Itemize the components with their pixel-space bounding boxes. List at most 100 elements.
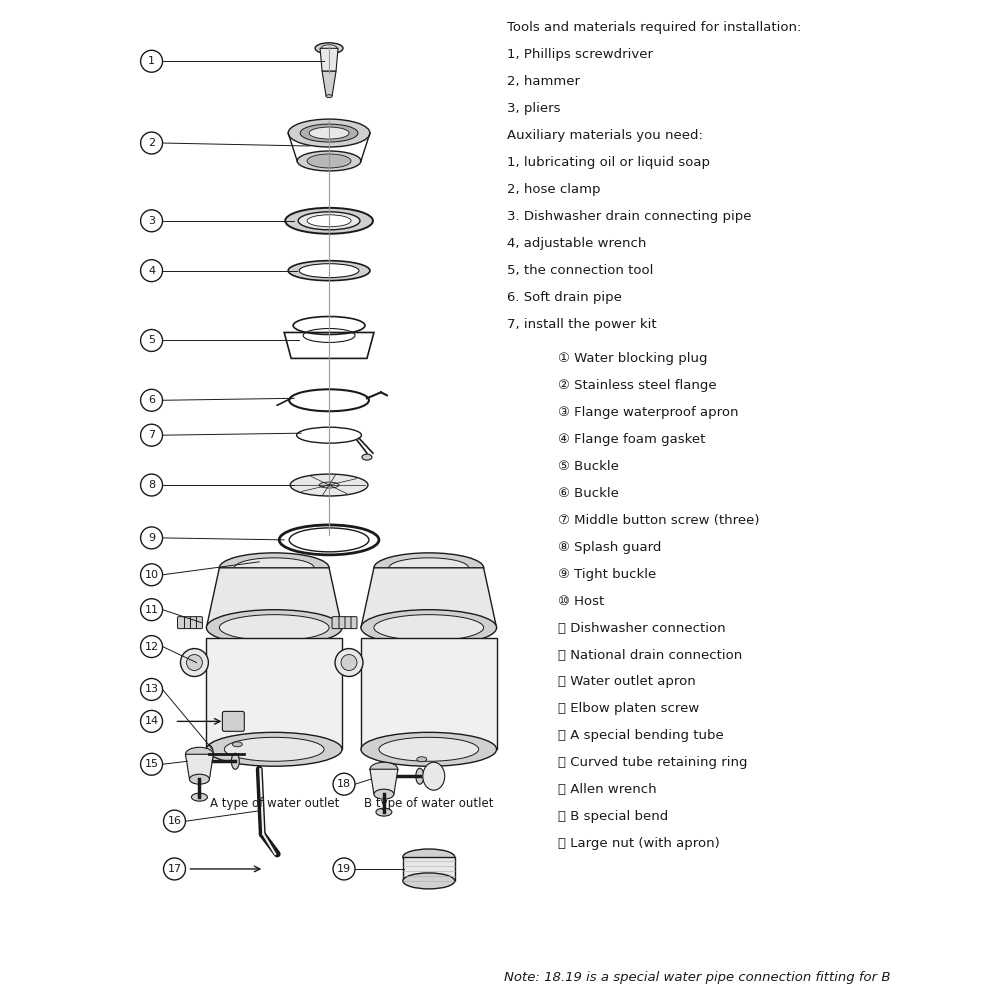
- Polygon shape: [320, 48, 338, 71]
- Text: 1: 1: [148, 56, 155, 66]
- Ellipse shape: [206, 610, 342, 646]
- Text: 18: 18: [337, 779, 351, 789]
- Text: 2, hammer: 2, hammer: [507, 75, 580, 88]
- Text: ⑧ Splash guard: ⑧ Splash guard: [558, 541, 662, 554]
- Text: ⑫ National drain connection: ⑫ National drain connection: [558, 649, 743, 662]
- Ellipse shape: [403, 849, 455, 865]
- FancyBboxPatch shape: [222, 711, 244, 731]
- FancyBboxPatch shape: [350, 617, 357, 629]
- Ellipse shape: [297, 151, 361, 171]
- Ellipse shape: [299, 264, 359, 278]
- Text: B type of water outlet: B type of water outlet: [364, 797, 494, 810]
- Text: 19: 19: [337, 864, 351, 874]
- Text: ⑱ B special bend: ⑱ B special bend: [558, 810, 669, 823]
- Ellipse shape: [423, 762, 445, 790]
- Circle shape: [141, 678, 163, 700]
- Text: A type of water outlet: A type of water outlet: [210, 797, 339, 810]
- Ellipse shape: [416, 768, 424, 784]
- Circle shape: [141, 753, 163, 775]
- Text: 17: 17: [167, 864, 182, 874]
- Ellipse shape: [191, 793, 207, 801]
- Text: ③ Flange waterproof apron: ③ Flange waterproof apron: [558, 406, 739, 419]
- Ellipse shape: [185, 747, 213, 761]
- Ellipse shape: [403, 873, 455, 889]
- Circle shape: [141, 710, 163, 732]
- Text: ⑨ Tight buckle: ⑨ Tight buckle: [558, 568, 657, 581]
- Circle shape: [141, 132, 163, 154]
- Text: ⑮ A special bending tube: ⑮ A special bending tube: [558, 729, 724, 742]
- FancyBboxPatch shape: [183, 617, 190, 629]
- Ellipse shape: [298, 212, 360, 230]
- Polygon shape: [370, 769, 398, 794]
- Text: 13: 13: [145, 684, 159, 694]
- Ellipse shape: [219, 615, 329, 641]
- Text: ① Water blocking plug: ① Water blocking plug: [558, 352, 708, 365]
- Text: 6: 6: [148, 395, 155, 405]
- Text: ② Stainless steel flange: ② Stainless steel flange: [558, 379, 717, 392]
- Ellipse shape: [376, 808, 392, 816]
- Text: 3, pliers: 3, pliers: [507, 102, 560, 115]
- Text: 3. Dishwasher drain connecting pipe: 3. Dishwasher drain connecting pipe: [507, 210, 751, 223]
- Circle shape: [186, 655, 202, 671]
- Ellipse shape: [232, 742, 242, 747]
- Text: 3: 3: [148, 216, 155, 226]
- Circle shape: [141, 474, 163, 496]
- Text: ⑪ Dishwasher connection: ⑪ Dishwasher connection: [558, 622, 726, 635]
- Text: 2: 2: [148, 138, 155, 148]
- Text: Tools and materials required for installation:: Tools and materials required for install…: [507, 21, 801, 34]
- Ellipse shape: [379, 737, 479, 761]
- Text: ⑲ Large nut (with apron): ⑲ Large nut (with apron): [558, 837, 720, 850]
- Ellipse shape: [361, 610, 497, 646]
- Text: 5, the connection tool: 5, the connection tool: [507, 264, 653, 277]
- Text: Auxiliary materials you need:: Auxiliary materials you need:: [507, 129, 702, 142]
- FancyBboxPatch shape: [177, 617, 184, 629]
- Ellipse shape: [300, 124, 358, 142]
- FancyBboxPatch shape: [338, 617, 345, 629]
- Ellipse shape: [219, 553, 329, 583]
- Circle shape: [333, 773, 355, 795]
- Ellipse shape: [309, 127, 349, 139]
- Text: ⑯ Curved tube retaining ring: ⑯ Curved tube retaining ring: [558, 756, 748, 769]
- Text: 12: 12: [145, 642, 159, 652]
- Ellipse shape: [189, 774, 209, 784]
- Text: 6. Soft drain pipe: 6. Soft drain pipe: [507, 291, 621, 304]
- Polygon shape: [322, 71, 336, 96]
- Text: 1, lubricating oil or liquid soap: 1, lubricating oil or liquid soap: [507, 156, 710, 169]
- Text: 8: 8: [148, 480, 155, 490]
- Text: ⑦ Middle button screw (three): ⑦ Middle button screw (three): [558, 514, 760, 527]
- Text: 10: 10: [145, 570, 159, 580]
- Text: 15: 15: [145, 759, 159, 769]
- Text: 16: 16: [168, 816, 182, 826]
- Text: 11: 11: [145, 605, 159, 615]
- Text: 4, adjustable wrench: 4, adjustable wrench: [507, 237, 646, 250]
- Circle shape: [333, 858, 355, 880]
- Circle shape: [335, 649, 363, 676]
- Text: 9: 9: [148, 533, 155, 543]
- Polygon shape: [361, 638, 497, 749]
- Circle shape: [141, 424, 163, 446]
- Circle shape: [141, 599, 163, 621]
- Circle shape: [164, 810, 185, 832]
- Circle shape: [141, 50, 163, 72]
- Ellipse shape: [326, 95, 332, 98]
- Text: ⑩ Host: ⑩ Host: [558, 595, 605, 608]
- Text: ⑤ Buckle: ⑤ Buckle: [558, 460, 619, 473]
- FancyBboxPatch shape: [332, 617, 339, 629]
- Circle shape: [141, 389, 163, 411]
- Text: ⑥ Buckle: ⑥ Buckle: [558, 487, 619, 500]
- Ellipse shape: [224, 737, 324, 761]
- Circle shape: [141, 329, 163, 351]
- Ellipse shape: [307, 215, 351, 227]
- Text: 5: 5: [148, 335, 155, 345]
- Text: 2, hose clamp: 2, hose clamp: [507, 183, 600, 196]
- Polygon shape: [206, 568, 342, 628]
- Circle shape: [341, 655, 357, 671]
- Ellipse shape: [288, 119, 370, 147]
- FancyBboxPatch shape: [195, 617, 202, 629]
- Ellipse shape: [361, 732, 497, 766]
- Ellipse shape: [362, 454, 372, 460]
- Text: 7, install the power kit: 7, install the power kit: [507, 318, 656, 331]
- Ellipse shape: [206, 732, 342, 766]
- Ellipse shape: [374, 553, 484, 583]
- Circle shape: [141, 210, 163, 232]
